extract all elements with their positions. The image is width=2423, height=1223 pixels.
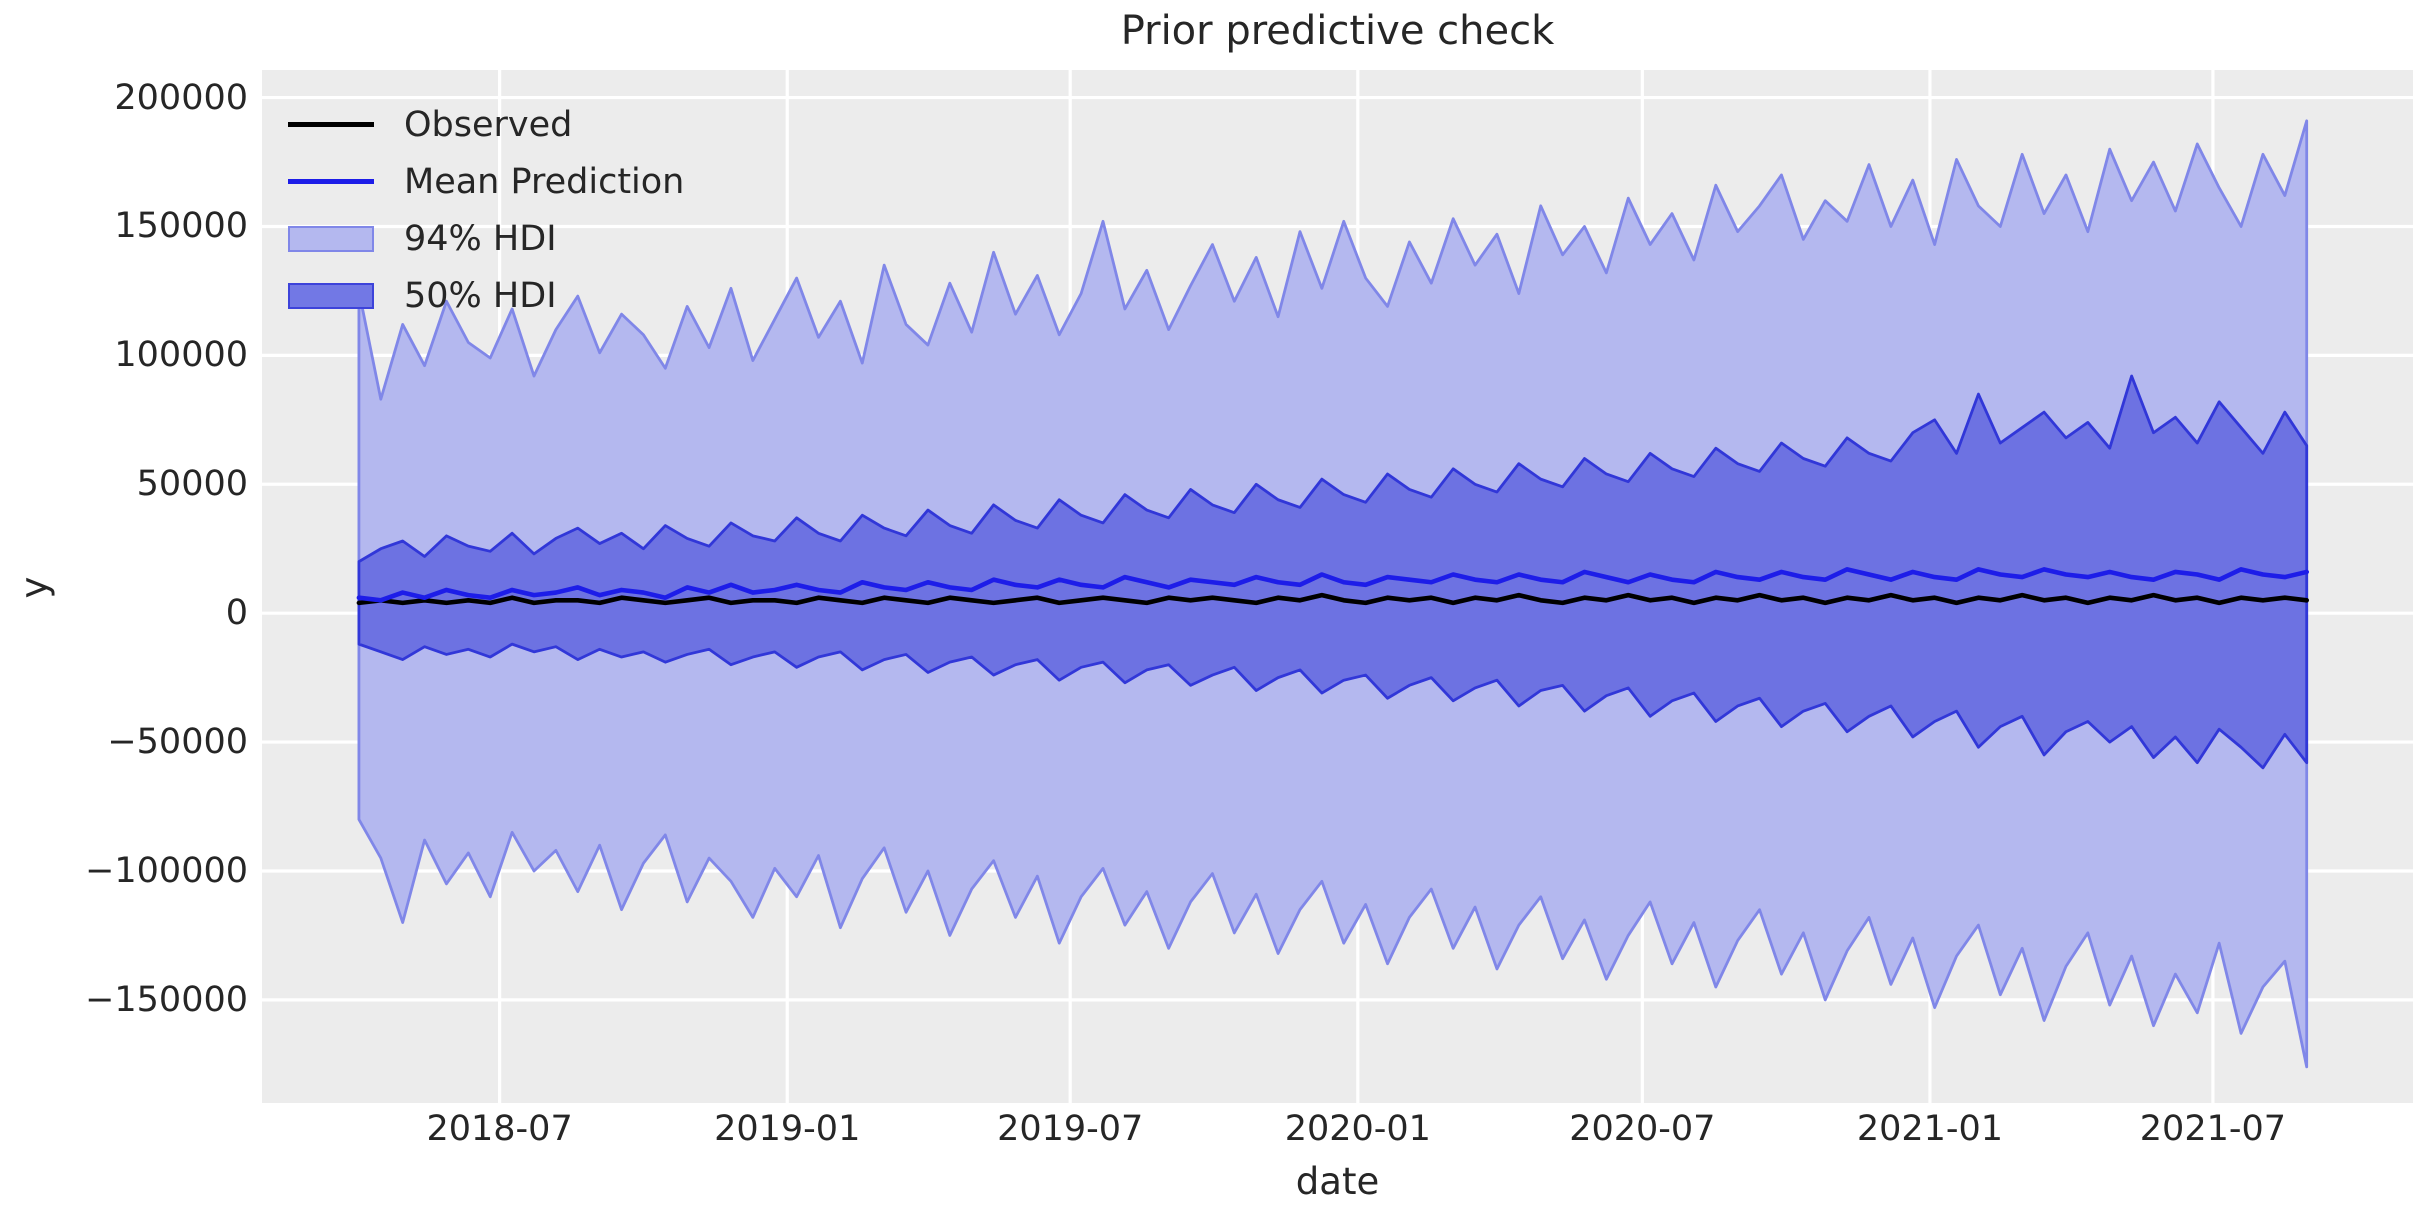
y-tick-label: 150000 [114, 206, 248, 247]
mean-prediction-line-swatch [288, 179, 374, 184]
legend-item-observed: Observed [288, 96, 684, 153]
x-tick-label: 2018-07 [426, 1109, 573, 1149]
x-tick-label: 2020-07 [1569, 1109, 1716, 1149]
legend-label-94-hdi: 94% HDI [404, 218, 557, 259]
x-tick-label: 2019-07 [997, 1109, 1144, 1149]
legend-item-94-hdi: 94% HDI [288, 210, 684, 267]
y-tick-label: 50000 [136, 464, 248, 505]
hdi-50-band [357, 374, 2309, 770]
y-tick-label: −100000 [85, 850, 248, 891]
y-tick-label: 200000 [114, 77, 248, 118]
legend-label-mean-prediction: Mean Prediction [404, 161, 685, 202]
y-tick-label: 0 [225, 593, 248, 634]
legend-item-50-hdi: 50% HDI [288, 267, 684, 324]
x-tick-label: 2020-01 [1284, 1109, 1431, 1149]
y-tick-label: −150000 [85, 979, 248, 1020]
x-axis-label: date [1295, 1160, 1380, 1203]
hdi-94-patch-swatch [288, 225, 374, 252]
legend-label-observed: Observed [404, 104, 573, 145]
y-tick-label: 100000 [114, 335, 248, 376]
chart-title: Prior predictive check [1120, 8, 1555, 54]
legend-label-50-hdi: 50% HDI [404, 275, 557, 316]
mean-prediction-line [356, 567, 2310, 603]
observed-line-swatch [288, 122, 374, 127]
x-tick-label: 2021-01 [1856, 1109, 2004, 1149]
legend-item-mean-prediction: Mean Prediction [288, 153, 684, 210]
legend: Observed Mean Prediction 94% HDI 50% HDI [288, 96, 684, 324]
y-tick-label: −50000 [107, 722, 248, 763]
observed-line [356, 592, 2310, 606]
x-tick-label: 2019-01 [714, 1109, 861, 1149]
x-tick-label: 2021-07 [2139, 1109, 2287, 1149]
hdi-50-patch-swatch [288, 282, 374, 309]
